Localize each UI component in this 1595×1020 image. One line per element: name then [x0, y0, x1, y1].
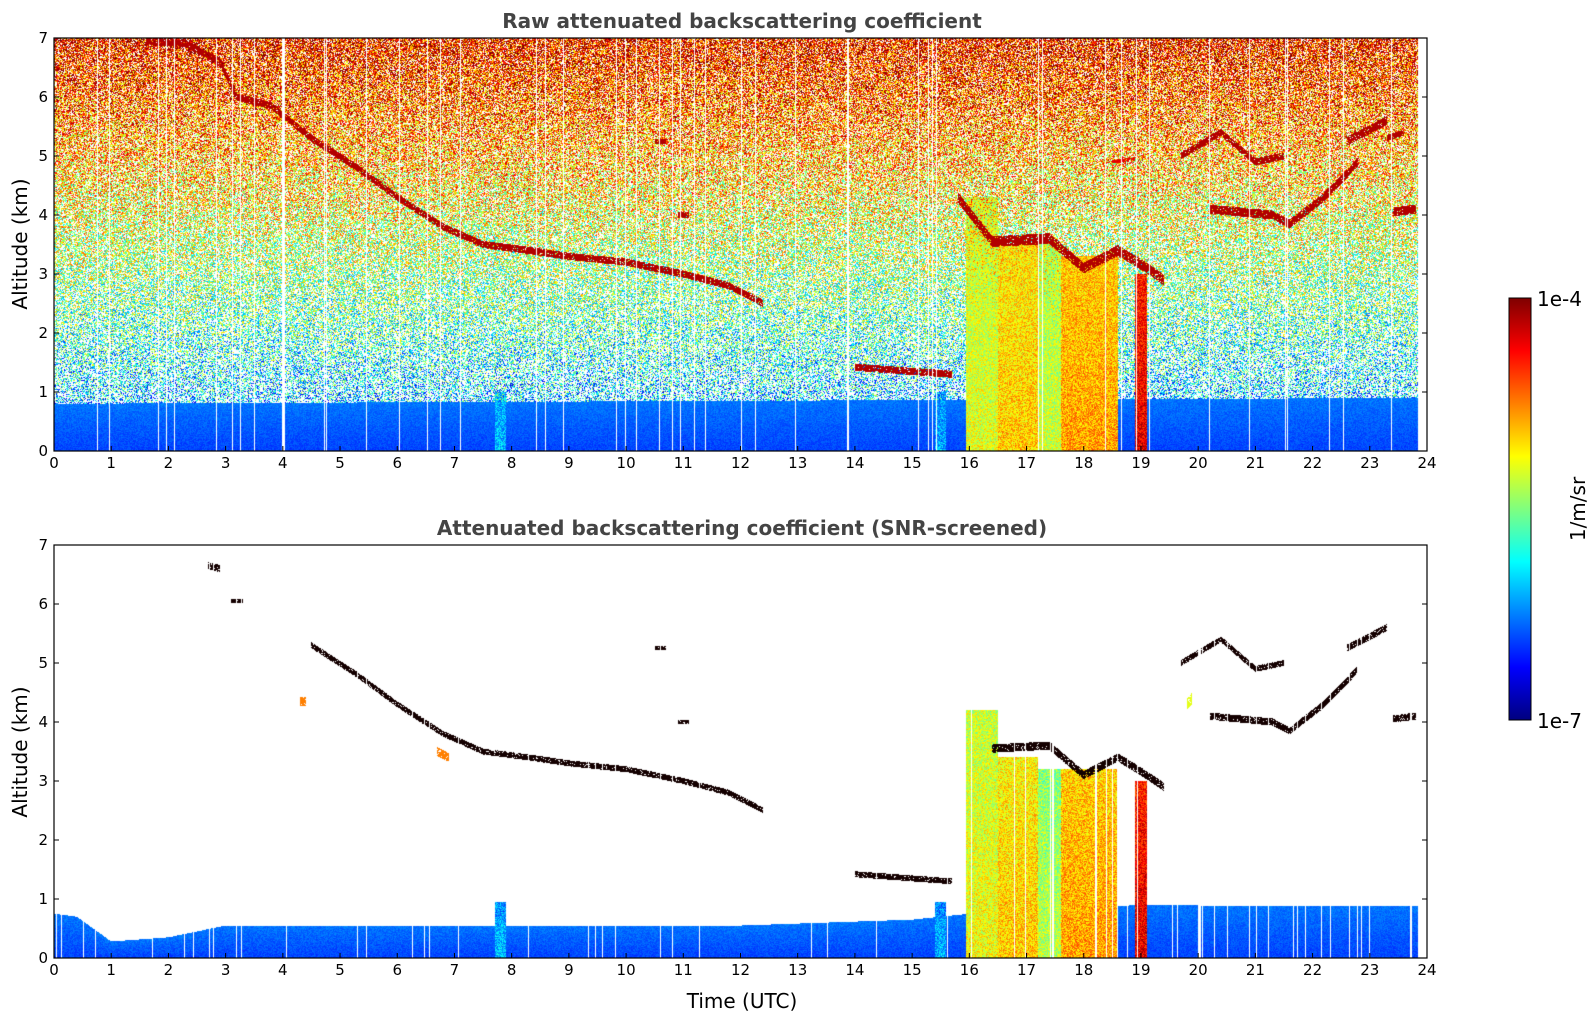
y-tick-label: 7	[38, 536, 48, 554]
x-tick-label: 8	[507, 454, 517, 472]
x-tick-label: 9	[564, 454, 574, 472]
x-tick-label: 22	[1303, 961, 1322, 979]
panel-title-raw: Raw attenuated backscattering coefficien…	[502, 9, 982, 33]
y-tick-label: 5	[38, 147, 48, 165]
x-tick-label: 15	[903, 961, 922, 979]
x-tick-label: 4	[278, 961, 288, 979]
x-tick-label: 6	[392, 961, 402, 979]
x-tick-label: 10	[617, 454, 636, 472]
x-tick-label: 18	[1074, 454, 1093, 472]
x-tick-label: 16	[960, 454, 979, 472]
colorbar-max-label: 1e-4	[1537, 287, 1582, 311]
x-tick-label: 22	[1303, 454, 1322, 472]
x-tick-label: 3	[221, 454, 231, 472]
x-tick-label: 13	[788, 454, 807, 472]
x-tick-label: 7	[450, 454, 460, 472]
panel-title-screened: Attenuated backscattering coefficient (S…	[437, 516, 1047, 540]
x-tick-label: 14	[845, 454, 864, 472]
x-tick-label: 11	[674, 454, 693, 472]
x-tick-label: 6	[392, 454, 402, 472]
y-tick-label: 5	[38, 654, 48, 672]
x-tick-label: 21	[1246, 961, 1265, 979]
colorbar-min-label: 1e-7	[1537, 709, 1582, 733]
x-tick-label: 20	[1189, 961, 1208, 979]
x-tick-label: 1	[106, 961, 116, 979]
x-tick-label: 17	[1017, 961, 1036, 979]
y-tick-label: 0	[38, 442, 48, 460]
x-tick-label: 23	[1360, 961, 1379, 979]
x-tick-label: 24	[1417, 454, 1436, 472]
x-tick-label: 0	[49, 454, 59, 472]
x-tick-label: 21	[1246, 454, 1265, 472]
x-tick-label: 14	[845, 961, 864, 979]
heatmap-screened	[54, 545, 1427, 958]
y-tick-label: 2	[38, 831, 48, 849]
y-tick-label: 3	[38, 772, 48, 790]
colorbar-gradient	[1508, 297, 1532, 721]
x-axis-label: Time (UTC)	[686, 989, 798, 1013]
axis-ticks-screened: 0 1 2 3 4 5 6 7 8 9 10 11 12 13 14 15 16 17 18 19 20 21 22 23 24…	[38, 536, 1436, 979]
y-tick-label: 3	[38, 265, 48, 283]
x-tick-label: 2	[164, 454, 174, 472]
y-axis-label-raw: Altitude (km)	[8, 178, 32, 309]
x-tick-label: 23	[1360, 454, 1379, 472]
x-tick-label: 12	[731, 961, 750, 979]
x-tick-label: 2	[164, 961, 174, 979]
y-tick-label: 7	[38, 29, 48, 47]
colorbar: 1e-4 1e-7 1/m/sr	[1508, 287, 1590, 733]
y-tick-label: 6	[38, 88, 48, 106]
x-tick-label: 17	[1017, 454, 1036, 472]
x-tick-label: 11	[674, 961, 693, 979]
colorbar-unit-label: 1/m/sr	[1566, 476, 1590, 541]
x-tick-label: 1	[106, 454, 116, 472]
x-tick-label: 5	[335, 454, 345, 472]
y-axis-label-screened: Altitude (km)	[8, 686, 32, 817]
x-tick-label: 19	[1131, 454, 1150, 472]
y-tick-label: 1	[38, 890, 48, 908]
x-tick-label: 18	[1074, 961, 1093, 979]
x-tick-label: 12	[731, 454, 750, 472]
x-tick-label: 19	[1131, 961, 1150, 979]
x-tick-label: 9	[564, 961, 574, 979]
heatmap-raw	[54, 38, 1427, 451]
x-tick-label: 10	[617, 961, 636, 979]
x-tick-label: 7	[450, 961, 460, 979]
y-tick-label: 6	[38, 595, 48, 613]
x-tick-label: 13	[788, 961, 807, 979]
x-tick-label: 16	[960, 961, 979, 979]
x-tick-label: 4	[278, 454, 288, 472]
y-tick-label: 0	[38, 949, 48, 967]
x-tick-label: 5	[335, 961, 345, 979]
y-tick-label: 1	[38, 383, 48, 401]
x-tick-label: 20	[1189, 454, 1208, 472]
panel-screened: Attenuated backscattering coefficient (S…	[8, 516, 1437, 1013]
x-tick-label: 8	[507, 961, 517, 979]
x-tick-label: 0	[49, 961, 59, 979]
x-tick-label: 15	[903, 454, 922, 472]
x-tick-label: 24	[1417, 961, 1436, 979]
y-tick-label: 2	[38, 324, 48, 342]
y-tick-label: 4	[38, 206, 48, 224]
x-tick-label: 3	[221, 961, 231, 979]
axis-ticks-raw: 0 1 2 3 4 5 6 7 8 9 10 11 12 13 14 15 16 17 18 19 20 21 22 23 24…	[38, 29, 1436, 472]
y-tick-label: 4	[38, 713, 48, 731]
panel-raw: Raw attenuated backscattering coefficien…	[8, 9, 1437, 472]
